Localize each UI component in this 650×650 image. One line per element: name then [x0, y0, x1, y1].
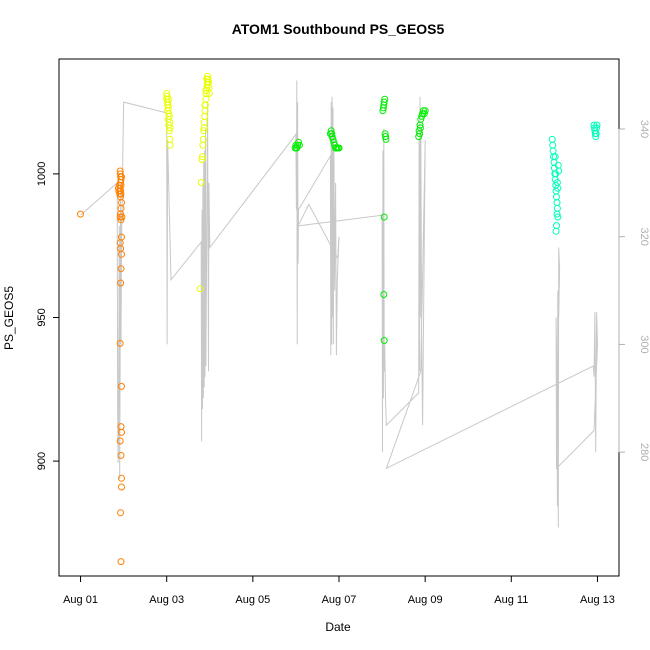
data-point-yellow	[197, 179, 205, 186]
x-tick-label: Aug 03	[149, 594, 184, 606]
x-tick-label: Aug 11	[494, 594, 528, 606]
data-point-green	[381, 95, 389, 103]
data-point-orange	[117, 279, 125, 287]
plot-frame	[58, 58, 620, 577]
data-point-orange	[117, 451, 125, 459]
data-point-green	[380, 337, 388, 344]
data-point-teal	[553, 199, 561, 207]
data-point-yellow	[164, 95, 172, 103]
data-point-yellow	[196, 285, 204, 293]
data-point-green	[421, 107, 429, 115]
secondary-line-path	[80, 80, 599, 528]
y2-tick-label: 340	[638, 120, 650, 138]
data-point-teal	[553, 204, 561, 212]
data-point-green	[380, 98, 388, 106]
y2-tick-label: 280	[638, 443, 650, 461]
y2-tick-label: 300	[638, 335, 650, 353]
data-point-yellow	[201, 101, 209, 109]
data-point-yellow	[198, 156, 206, 163]
y2-axis: 280 300 320 340	[618, 120, 650, 461]
data-point-yellow	[204, 72, 212, 80]
data-point-teal	[553, 210, 561, 218]
x-tick-label: Aug 07	[322, 594, 357, 606]
y-axis-label: PS_GEOS5	[2, 286, 16, 350]
data-point-teal	[592, 133, 600, 141]
data-point-green	[292, 144, 300, 152]
data-point-teal	[551, 153, 559, 161]
data-point-green	[382, 135, 390, 143]
scatter-points	[77, 72, 601, 566]
data-point-orange	[118, 483, 125, 491]
data-point-yellow	[202, 87, 210, 95]
data-point-orange	[117, 265, 125, 273]
data-point-orange	[118, 199, 125, 207]
data-point-orange	[118, 213, 126, 221]
data-point-orange	[117, 190, 125, 198]
data-point-yellow	[165, 127, 173, 135]
data-point-yellow	[166, 135, 174, 143]
data-point-yellow	[200, 124, 208, 132]
data-point-green	[382, 133, 389, 141]
data-point-teal	[593, 124, 601, 132]
x-tick-label: Aug 09	[408, 594, 443, 606]
x-tick-label: Aug 01	[63, 594, 98, 606]
data-point-yellow	[203, 75, 211, 83]
y2-tick-label: 320	[638, 228, 650, 246]
data-point-orange	[117, 558, 125, 566]
x-tick-label: Aug 05	[235, 594, 270, 606]
secondary-series-line	[80, 80, 599, 528]
y-axis: 900 950 1000	[36, 162, 60, 470]
data-point-teal	[548, 135, 556, 143]
data-point-yellow	[200, 118, 208, 126]
y-tick-label: 1000	[36, 162, 48, 186]
data-point-green	[380, 213, 388, 221]
chart-title: ATOM1 Southbound PS_GEOS5	[232, 21, 445, 37]
data-point-green	[416, 124, 424, 132]
x-tick-label: Aug 13	[580, 594, 615, 606]
data-point-yellow	[201, 112, 209, 120]
data-point-teal	[549, 147, 557, 155]
data-point-green	[328, 130, 336, 138]
data-point-orange	[116, 339, 124, 347]
data-point-orange	[77, 210, 84, 218]
data-point-yellow	[199, 135, 207, 143]
data-point-orange	[117, 176, 125, 184]
x-axis: Aug 01 Aug 03 Aug 05 Aug 07 Aug 09 Aug 11 Aug …	[63, 575, 615, 606]
data-point-orange	[117, 179, 125, 186]
data-point-teal	[552, 170, 560, 178]
data-point-orange	[117, 509, 125, 517]
data-point-orange	[118, 428, 125, 436]
data-point-teal	[553, 222, 560, 230]
data-point-orange	[116, 437, 124, 445]
data-point-yellow	[166, 124, 174, 132]
data-point-orange	[117, 216, 125, 224]
data-point-teal	[550, 158, 558, 166]
data-point-teal	[593, 121, 601, 129]
data-point-orange	[118, 474, 125, 482]
y-tick-label: 950	[36, 308, 48, 326]
data-point-teal	[553, 193, 560, 201]
data-point-green	[420, 110, 428, 118]
data-point-yellow	[202, 95, 210, 103]
data-point-teal	[554, 184, 562, 192]
data-point-teal	[549, 141, 557, 149]
data-point-yellow	[198, 153, 206, 161]
y-tick-label: 900	[36, 452, 48, 470]
data-point-yellow	[200, 127, 208, 135]
data-point-orange	[118, 382, 125, 390]
data-point-green	[335, 144, 343, 152]
data-point-green	[380, 291, 388, 298]
data-point-teal	[554, 213, 562, 221]
data-point-teal	[552, 227, 560, 235]
x-axis-label: Date	[325, 620, 351, 634]
data-point-orange	[118, 250, 125, 258]
